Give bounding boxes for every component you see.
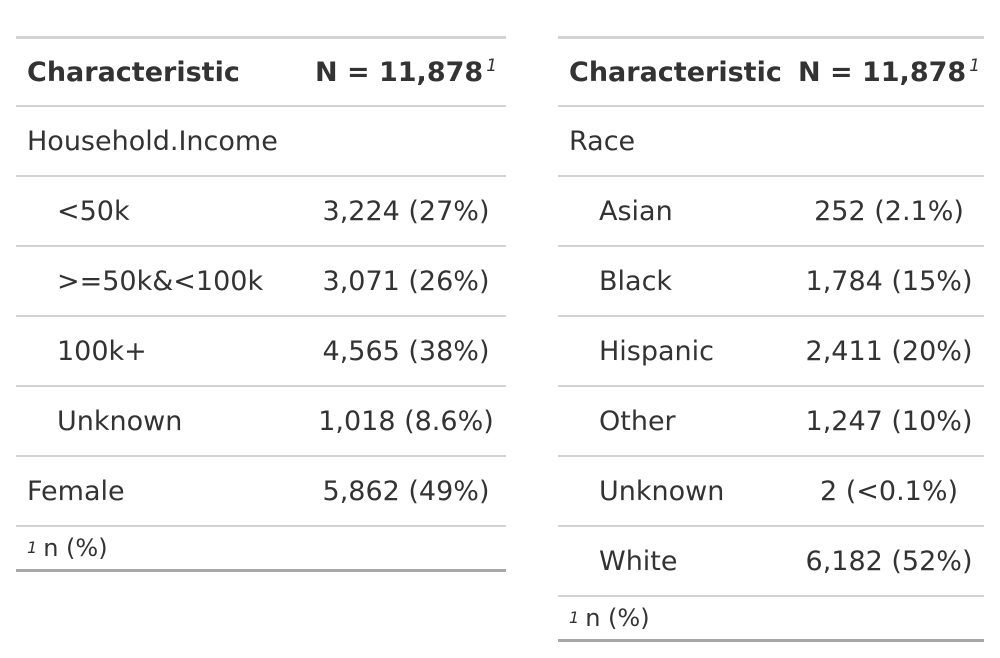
row-value: 1,247 (10%) [805,405,973,437]
row-value: 6,182 (52%) [805,545,973,577]
header-n-label: N = 11,878 [797,56,967,88]
row-value: 2,411 (20%) [805,335,973,367]
row-value: 252 (2.1%) [814,195,964,227]
row-label: Race [569,125,636,157]
row-label: 100k+ [57,335,147,367]
row-value: 5,862 (49%) [322,475,490,507]
header-n: N = 11,878 1 [794,57,984,88]
table-row: Race [558,107,984,177]
row-value: 1,018 (8.6%) [318,405,494,437]
table-row: Unknown 2 (<0.1%) [558,457,984,527]
race-table: Characteristic N = 11,878 1 Race Asian 25… [558,36,984,642]
table-row: Household.Income [16,107,506,177]
table-row: Hispanic 2,411 (20%) [558,317,984,387]
row-value: 2 (<0.1%) [819,475,959,507]
table-row: Female 5,862 (49%) [16,457,506,527]
table-row: <50k 3,224 (27%) [16,177,506,247]
row-label: Female [27,475,125,507]
table-row: Asian 252 (2.1%) [558,177,984,247]
header-characteristic: Characteristic [569,56,782,88]
table-row: White 6,182 (52%) [558,527,984,597]
row-label: White [599,545,678,577]
row-label: Black [599,265,673,297]
footnote-text: n (%) [43,534,108,562]
row-label: Unknown [599,475,725,507]
header-n-label: N = 11,878 [314,56,484,88]
table-row: >=50k&<100k 3,071 (26%) [16,247,506,317]
row-label: Household.Income [27,125,278,157]
table-row: Unknown 1,018 (8.6%) [16,387,506,457]
row-label: Asian [599,195,673,227]
table-row: Other 1,247 (10%) [558,387,984,457]
row-value: 4,565 (38%) [322,335,490,367]
table-row: 100k+ 4,565 (38%) [16,317,506,387]
row-value: 1,784 (15%) [805,265,973,297]
row-label: Other [599,405,676,437]
table-header-row: Characteristic N = 11,878 1 [16,39,506,107]
row-label: Hispanic [599,335,715,367]
row-label: Unknown [57,405,183,437]
row-label: >=50k&<100k [57,265,264,297]
row-value: 3,224 (27%) [322,195,490,227]
table-header-row: Characteristic N = 11,878 1 [558,39,984,107]
footnote-marker: 1 [486,55,498,76]
header-n: N = 11,878 1 [306,57,506,88]
footnote-text: n (%) [585,604,650,632]
table-row: Black 1,784 (15%) [558,247,984,317]
header-characteristic: Characteristic [27,56,240,88]
footnote-marker: 1 [969,55,981,76]
row-label: <50k [57,195,130,227]
household-income-table: Characteristic N = 11,878 1 Household.Inc… [16,36,506,572]
row-value: 3,071 (26%) [322,265,490,297]
